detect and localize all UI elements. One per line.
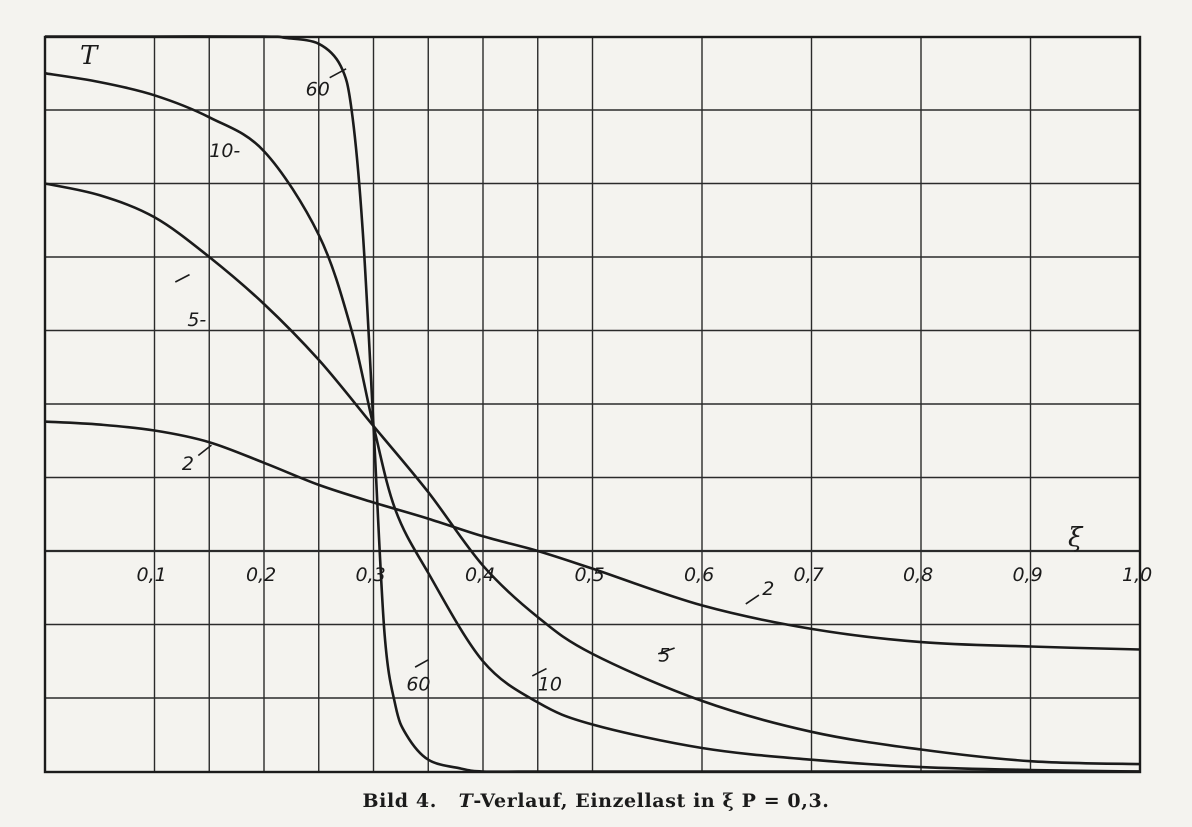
x-tick-label: 0,3	[356, 564, 386, 586]
x-tick-label: 0,4	[465, 564, 495, 586]
figure-caption: Bild 4. T-Verlauf, Einzellast in ξ P = 0…	[0, 790, 1192, 812]
chart-labels: 0,1 0,2 0,3 0,4 0,5 0,6 0,7 0,8 0,9 1,0 60 10- 5- 2 60…	[137, 78, 1153, 695]
label-leader	[657, 647, 675, 655]
curve-label-5: 5-	[187, 309, 206, 331]
x-tick-label: 0,8	[903, 564, 933, 586]
series-line-5	[44, 182, 1141, 766]
curve-label-60: 60	[306, 78, 330, 100]
y-axis-label: T	[80, 41, 99, 71]
label-leader	[414, 659, 429, 668]
curve-label-10: 10-	[209, 140, 240, 162]
caption-prefix: Bild 4.	[362, 790, 437, 812]
curve-label-2: 2	[762, 578, 774, 600]
label-leaders	[174, 68, 760, 677]
series-line-10	[44, 72, 1141, 773]
label-leader	[197, 444, 212, 457]
x-tick-label: 1,0	[1122, 564, 1152, 586]
x-tick-label: 0,6	[684, 564, 714, 586]
x-tick-label: 0,7	[794, 564, 824, 586]
label-leader	[329, 68, 347, 79]
caption-symbol: T	[458, 790, 474, 812]
label-leader	[745, 594, 760, 605]
grid-lines	[45, 37, 1140, 772]
x-tick-label: 0,5	[575, 564, 605, 586]
x-tick-label: 0,1	[137, 564, 167, 586]
curve-label-2: 2	[182, 453, 194, 475]
x-tick-label: 0,2	[246, 564, 276, 586]
series-line-2	[44, 420, 1141, 651]
label-leader	[531, 667, 547, 677]
x-tick-label: 0,9	[1013, 564, 1043, 586]
x-axis-label: ξ	[1068, 523, 1084, 553]
plot-frame	[43, 35, 1142, 774]
curve-label-10: 10	[538, 674, 562, 696]
label-leader	[174, 273, 190, 283]
curve-label-5: 5	[658, 644, 670, 666]
caption-text: -Verlauf, Einzellast in ξ P = 0,3.	[473, 790, 830, 812]
curve-label-60: 60	[406, 674, 430, 696]
